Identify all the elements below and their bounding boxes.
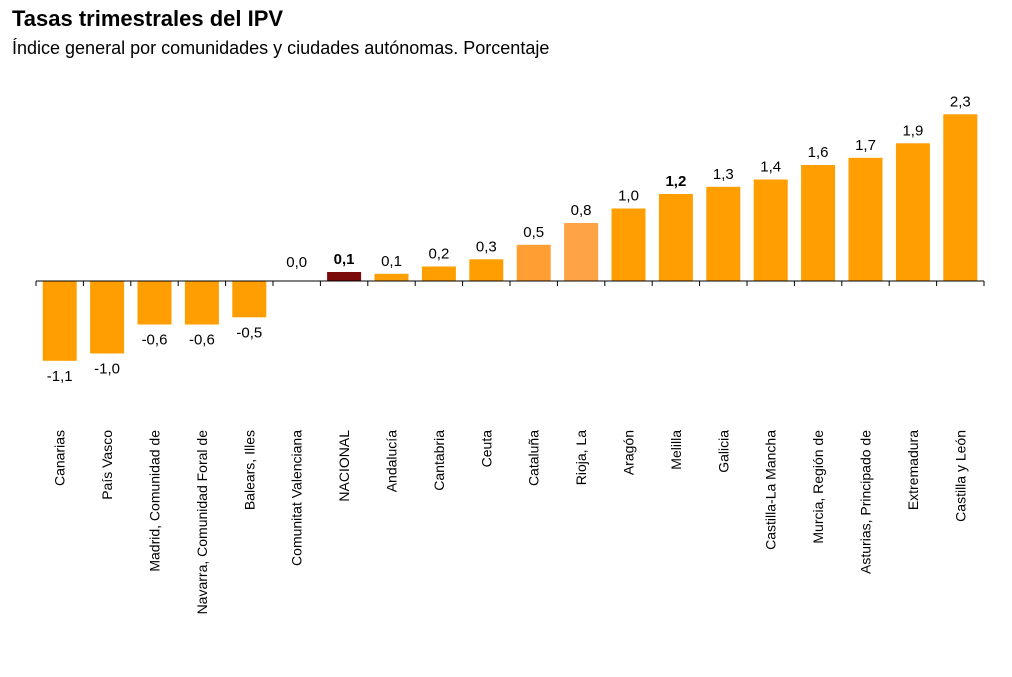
bar: [90, 281, 125, 354]
data-label: -0,6: [142, 332, 168, 349]
data-label: -0,5: [236, 324, 262, 341]
bar: [658, 194, 693, 281]
bar: [469, 259, 504, 282]
data-label: 1,6: [808, 144, 829, 161]
bar: [327, 272, 362, 281]
category-label: Cantabria: [431, 430, 447, 491]
bar: [753, 179, 788, 281]
category-label: Andalucía: [384, 430, 400, 492]
data-label: 0,5: [523, 224, 544, 241]
data-label: 0,2: [428, 246, 449, 263]
category-label: NACIONAL: [336, 430, 352, 502]
data-label: -0,6: [189, 332, 215, 349]
category-label: Comunitat Valenciana: [289, 430, 305, 566]
category-label: Balears, Illes: [241, 430, 257, 510]
bar: [801, 165, 836, 281]
data-label: 1,3: [713, 166, 734, 183]
bar: [232, 281, 267, 318]
data-label: 0,1: [334, 251, 355, 268]
data-label: 1,9: [902, 122, 923, 139]
data-label: 0,1: [381, 253, 402, 270]
data-label: 1,7: [855, 137, 876, 154]
data-label: 2,3: [950, 93, 971, 110]
bar: [564, 223, 599, 281]
bar: [137, 281, 172, 325]
bar: [895, 143, 930, 282]
data-label: 1,2: [665, 173, 686, 190]
bar: [848, 157, 883, 282]
category-label: Galicia: [715, 430, 731, 473]
data-label: 1,4: [760, 159, 781, 176]
category-label: Canarias: [52, 430, 68, 486]
bar: [421, 266, 456, 281]
category-label: Asturias, Principado de: [858, 430, 874, 574]
chart-subtitle: Índice general por comunidades y ciudade…: [12, 38, 550, 58]
data-label: 1,0: [618, 188, 639, 205]
bar: [706, 186, 741, 282]
bar: [42, 281, 77, 361]
category-label: Murcia, Región de: [810, 430, 826, 544]
category-label: Madrid, Comunidad de: [147, 430, 163, 572]
category-label: Extremadura: [905, 430, 921, 510]
bar: [374, 273, 409, 282]
data-label: -1,0: [94, 361, 120, 378]
bar: [184, 281, 219, 325]
category-label: Melilla: [668, 430, 684, 470]
category-label: Cataluña: [526, 430, 542, 486]
category-label: Aragón: [621, 430, 637, 475]
data-label: 0,3: [476, 238, 497, 255]
category-label: Ceuta: [478, 430, 494, 468]
category-label: Castilla y León: [952, 430, 968, 522]
data-label: 0,0: [286, 254, 307, 271]
category-label: Navarra, Comunidad Foral de: [194, 430, 210, 615]
bar: [943, 114, 978, 282]
category-label: País Vasco: [99, 430, 115, 500]
category-label: Rioja, La: [573, 430, 589, 485]
data-label: -1,1: [47, 368, 73, 385]
category-label: Castilla-La Mancha: [763, 430, 779, 550]
bar: [611, 208, 646, 281]
chart-title: Tasas trimestrales del IPV: [12, 6, 284, 31]
bar: [516, 244, 551, 282]
data-label: 0,8: [571, 202, 592, 219]
